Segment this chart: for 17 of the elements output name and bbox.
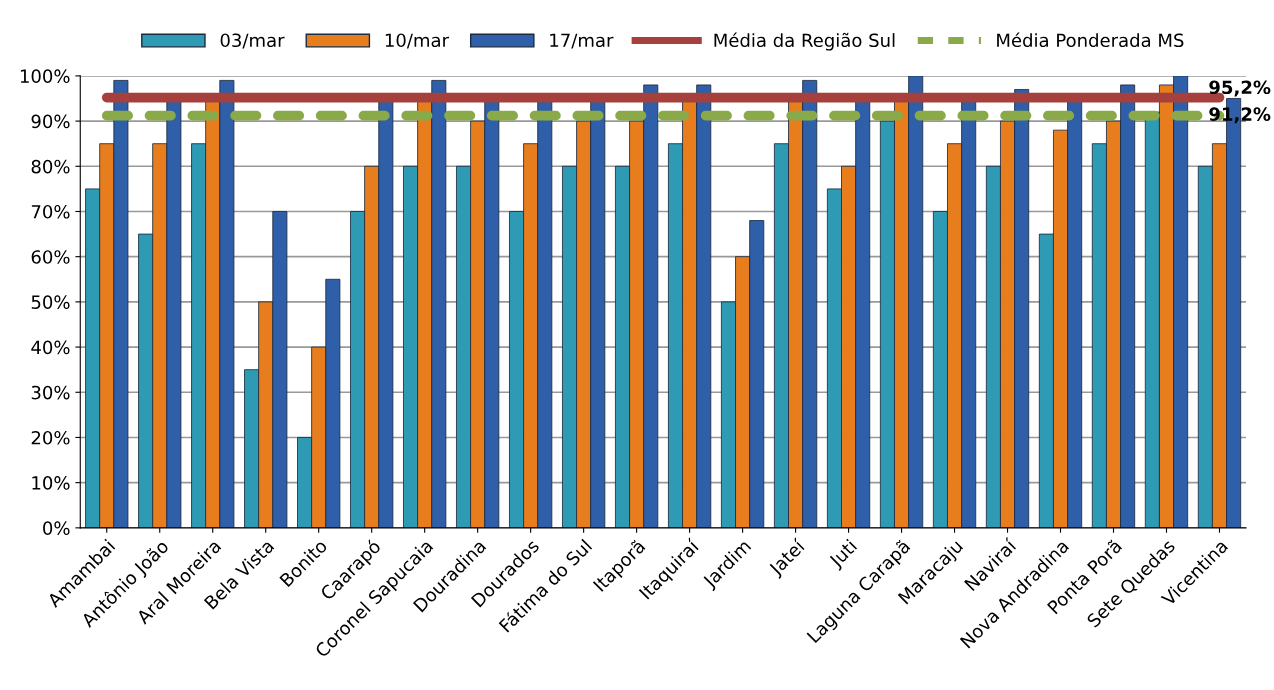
y-tick-label: 90% [31, 114, 70, 129]
legend-label: 03/mar [220, 33, 285, 49]
y-tick-label: 40% [31, 340, 70, 355]
y-tick-label: 30% [31, 385, 70, 400]
y-tick-label: 50% [31, 295, 70, 309]
legend-label: 17/mar [550, 33, 614, 49]
y-tick-label: 100% [20, 69, 70, 84]
legend-label: Média Ponderada MS [997, 32, 1184, 48]
data-label: 95,2% [1209, 80, 1271, 97]
y-tick-label: 10% [32, 476, 70, 490]
legend-label: Média da Região Sul [714, 32, 895, 51]
y-tick-label: 0% [43, 521, 70, 535]
legend-label: 10/mar [385, 33, 449, 49]
y-tick-label: 70% [31, 204, 70, 219]
y-tick-label: 80% [31, 159, 70, 174]
y-tick-label: 20% [31, 430, 70, 445]
y-tick-label: 60% [31, 250, 70, 264]
